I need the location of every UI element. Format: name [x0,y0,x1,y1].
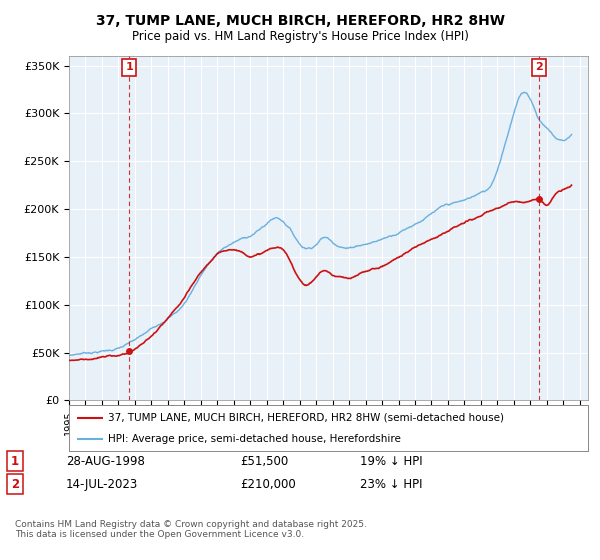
Text: 1: 1 [125,63,133,72]
Text: 37, TUMP LANE, MUCH BIRCH, HEREFORD, HR2 8HW: 37, TUMP LANE, MUCH BIRCH, HEREFORD, HR2… [95,14,505,28]
Text: Price paid vs. HM Land Registry's House Price Index (HPI): Price paid vs. HM Land Registry's House … [131,30,469,43]
Text: £51,500: £51,500 [240,455,288,468]
Text: 2: 2 [535,63,543,72]
Text: 28-AUG-1998: 28-AUG-1998 [66,455,145,468]
Text: 23% ↓ HPI: 23% ↓ HPI [360,478,422,491]
Text: 19% ↓ HPI: 19% ↓ HPI [360,455,422,468]
Text: HPI: Average price, semi-detached house, Herefordshire: HPI: Average price, semi-detached house,… [108,435,401,444]
Text: 14-JUL-2023: 14-JUL-2023 [66,478,138,491]
Text: 2: 2 [11,478,19,491]
Text: 1: 1 [11,455,19,468]
Text: Contains HM Land Registry data © Crown copyright and database right 2025.
This d: Contains HM Land Registry data © Crown c… [15,520,367,539]
Text: 37, TUMP LANE, MUCH BIRCH, HEREFORD, HR2 8HW (semi-detached house): 37, TUMP LANE, MUCH BIRCH, HEREFORD, HR2… [108,413,504,423]
Text: £210,000: £210,000 [240,478,296,491]
